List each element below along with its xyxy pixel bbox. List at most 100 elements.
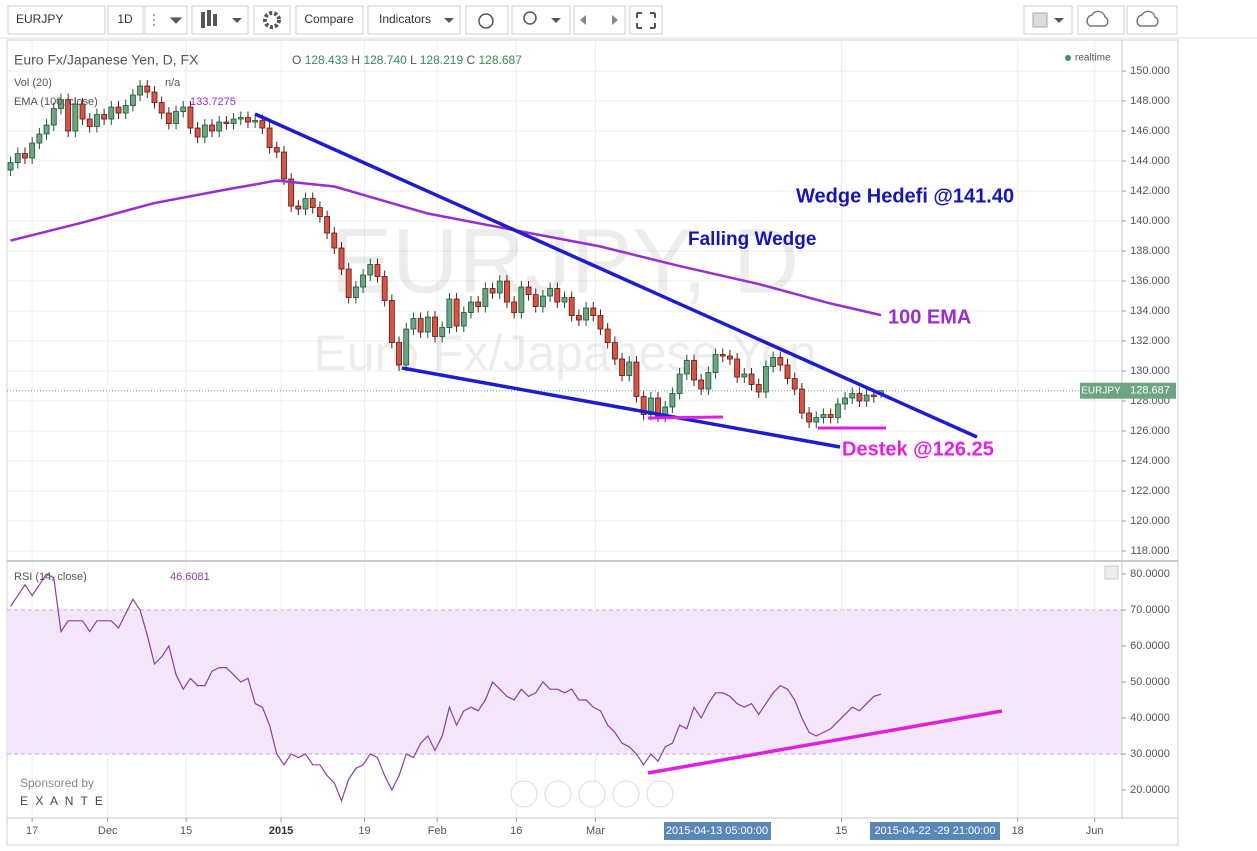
symbol[interactable]: EURJPY — [16, 12, 63, 26]
color-button[interactable] — [1023, 5, 1073, 35]
interval-box[interactable] — [107, 5, 144, 35]
y-tick-label: 126.000 — [1130, 425, 1170, 437]
support-line[interactable] — [647, 415, 724, 420]
rsi-trend-line[interactable] — [647, 709, 1003, 775]
alert-button[interactable] — [465, 5, 509, 35]
candle-body — [151, 91, 158, 103]
candle-body — [396, 342, 402, 366]
compare-button[interactable] — [295, 5, 364, 35]
candle-body — [58, 99, 64, 109]
nav-button[interactable] — [612, 780, 640, 808]
icon — [1086, 10, 1109, 27]
candle-body — [245, 117, 251, 123]
candle-body — [489, 288, 496, 294]
x-tick-label: Mar — [586, 825, 605, 837]
candle-body — [302, 198, 309, 210]
nav-button[interactable] — [544, 780, 572, 808]
wedge-upper-line[interactable] — [254, 112, 978, 439]
candle-body — [834, 403, 841, 418]
ema-value: 133.7275 — [190, 96, 236, 108]
candle-body — [216, 121, 223, 132]
y-tick-label: 148.000 — [1130, 95, 1170, 107]
ohlc-key: H — [351, 53, 360, 67]
idea-button[interactable] — [511, 5, 571, 35]
candle-body — [705, 372, 712, 390]
navigation — [510, 780, 674, 808]
candle-body — [611, 342, 618, 360]
candle-body — [827, 414, 834, 418]
candle-body — [345, 268, 352, 298]
candle-body — [475, 301, 482, 307]
watermark-name: Euro Fx/Japanese Yen — [313, 325, 816, 381]
candle-body — [669, 393, 676, 408]
wedge-target-label[interactable]: Wedge Hedefi @141.40 — [796, 185, 1014, 207]
candle-body — [94, 114, 100, 127]
candle-body — [65, 99, 72, 132]
ema-legend: EMA (100, close) — [14, 96, 98, 108]
y-tick-label: 118.000 — [1131, 545, 1170, 557]
settings-button[interactable] — [253, 5, 291, 35]
ohlc-value: 128.687 — [479, 53, 523, 67]
y-tick-label: 132.000 — [1130, 335, 1170, 347]
last-price-box — [1122, 382, 1176, 399]
candle-body — [568, 297, 575, 316]
last-price-value: 128.687 — [1130, 385, 1170, 397]
support-label[interactable]: Destek @126.25 — [842, 438, 994, 460]
icon — [1136, 10, 1159, 27]
x-tick-label: 15 — [180, 825, 192, 837]
candle-body — [137, 85, 143, 96]
candle-body — [683, 360, 690, 375]
ohlc-key: L — [410, 53, 417, 67]
candle-body — [209, 124, 215, 132]
x-tick-label: 15 — [835, 825, 847, 837]
interval[interactable]: 1D — [117, 12, 133, 26]
candle-body — [691, 360, 697, 381]
candle-body — [755, 384, 762, 393]
pane-add[interactable] — [1104, 565, 1119, 580]
candle-body — [540, 295, 546, 307]
candle-body — [575, 315, 582, 321]
ema-label[interactable]: 100 EMA — [888, 306, 971, 328]
candle-body — [165, 112, 172, 124]
candle-body — [108, 106, 115, 120]
candle-body — [223, 121, 230, 124]
candle-body — [338, 247, 345, 270]
candle-body — [122, 105, 129, 114]
candle-body — [446, 298, 453, 328]
icon — [551, 18, 561, 23]
save-button[interactable] — [1126, 5, 1178, 35]
status: realtime — [1075, 53, 1111, 64]
load-button[interactable] — [1077, 5, 1125, 35]
y-tick-label: 80.0000 — [1130, 568, 1170, 580]
candle-body — [719, 354, 726, 357]
rsi-value: 46.6081 — [170, 571, 210, 583]
nav-button[interactable] — [510, 780, 538, 808]
fullscreen-button[interactable] — [629, 5, 663, 35]
sponsor-brand: E X A N T E — [20, 794, 105, 808]
icon — [263, 11, 281, 29]
symbol-box[interactable] — [7, 5, 106, 35]
icon — [444, 18, 454, 23]
nav-button[interactable] — [646, 780, 674, 808]
candle-body — [388, 300, 395, 343]
candle-body — [863, 394, 870, 402]
candle-body — [266, 127, 273, 148]
candle-body — [79, 103, 86, 120]
wedge-lower-line[interactable] — [401, 366, 841, 449]
x-tick-label: Feb — [428, 825, 447, 837]
icon — [478, 13, 494, 29]
y-tick-label: 130.000 — [1130, 365, 1170, 377]
nav-button[interactable] — [578, 780, 606, 808]
indicators-button[interactable] — [367, 5, 461, 35]
candle-body — [518, 286, 525, 313]
icon — [201, 10, 217, 28]
candle-body — [791, 378, 798, 390]
compare[interactable]: Compare — [304, 12, 354, 26]
falling-wedge-label[interactable]: Falling Wedge — [688, 229, 816, 250]
y-tick-label: 40.0000 — [1130, 712, 1170, 724]
more-button[interactable] — [144, 5, 188, 35]
icon — [1032, 12, 1048, 28]
candle-body — [288, 178, 295, 207]
indicators[interactable]: Indicators — [379, 12, 431, 26]
candle-body — [468, 301, 474, 313]
